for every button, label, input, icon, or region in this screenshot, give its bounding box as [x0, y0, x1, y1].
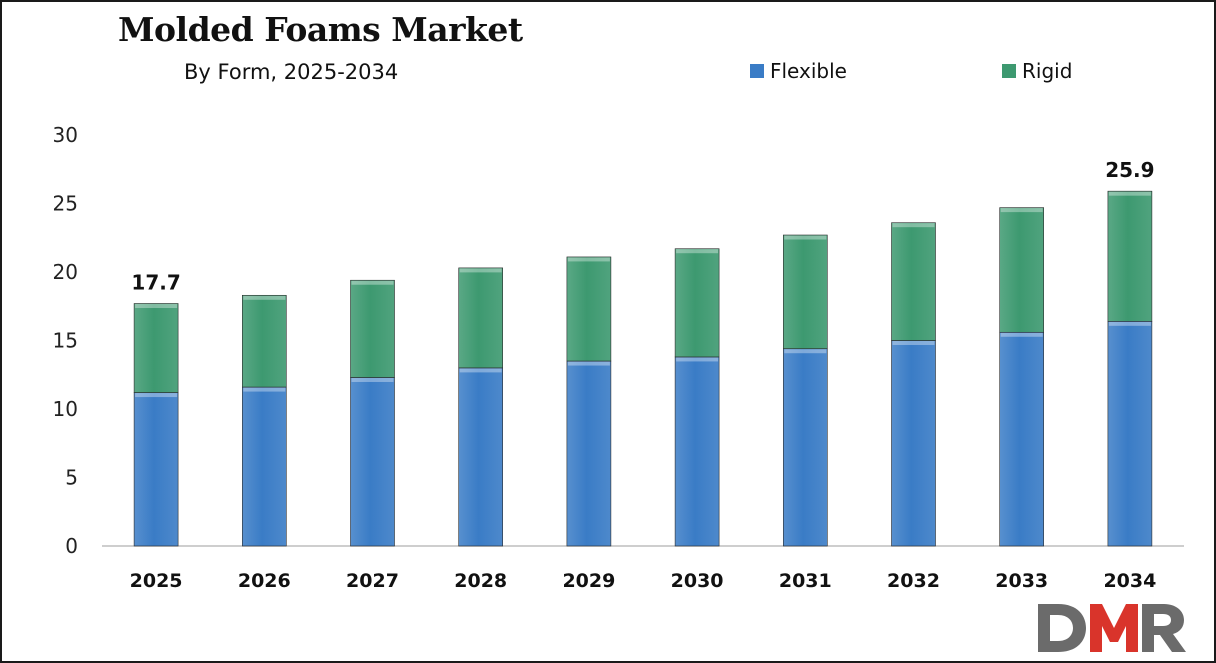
bar-rigid-2034 [1107, 190, 1153, 322]
y-tick-label: 5 [65, 466, 78, 490]
bar-rigid-2028 [458, 267, 504, 369]
y-tick-label: 0 [65, 534, 78, 558]
chart-title: Molded Foams Market [118, 10, 523, 49]
y-tick-label: 15 [53, 329, 78, 353]
legend-label-rigid: Rigid [1022, 59, 1073, 83]
x-tick-label: 2027 [346, 570, 399, 592]
bar-rigid-2029 [566, 256, 612, 362]
x-tick-label: 2033 [995, 570, 1048, 592]
bar-rigid-2032 [891, 222, 936, 341]
legend-swatch-flexible [750, 64, 764, 78]
x-tick-label: 2030 [671, 570, 724, 592]
bar-flexible-2033 [999, 331, 1045, 547]
legend-item-flexible: Flexible [750, 59, 847, 83]
bar-flexible-2030 [674, 356, 720, 547]
bar-flexible-2029 [566, 360, 612, 547]
x-tick-label: 2029 [562, 570, 615, 592]
legend-swatch-rigid [1002, 64, 1016, 78]
bar-highlight [135, 393, 178, 398]
bar-highlight [135, 304, 178, 309]
bar-highlight [459, 368, 502, 373]
bar-highlight [1000, 208, 1043, 213]
bar-rigid-2033 [999, 207, 1045, 333]
data-label-2025: 17.7 [131, 271, 180, 295]
legend-label-flexible: Flexible [770, 59, 847, 83]
x-tick-label: 2028 [454, 570, 507, 592]
bar-flexible-2031 [782, 348, 828, 547]
x-tick-label: 2032 [887, 570, 940, 592]
bar-rigid-2026 [242, 294, 287, 388]
chart-subtitle: By Form, 2025-2034 [184, 60, 399, 84]
bar-highlight [351, 280, 394, 285]
legend-item-rigid: Rigid [1002, 59, 1072, 83]
y-tick-label: 30 [53, 123, 78, 147]
bar-highlight [351, 377, 394, 382]
bar-highlight [243, 295, 286, 300]
bar-highlight [676, 249, 719, 254]
bar-rigid-2027 [350, 279, 395, 378]
bar-rigid-2030 [674, 248, 720, 358]
bar-rigid-2031 [782, 234, 828, 350]
bar-highlight [676, 357, 719, 362]
y-tick-label: 20 [53, 260, 78, 284]
bar-flexible-2034 [1107, 321, 1153, 547]
x-tick-label: 2031 [779, 570, 832, 592]
bar-highlight [1000, 332, 1043, 337]
bar-highlight [892, 223, 935, 228]
dmr-logo [1038, 604, 1186, 652]
y-tick-label: 25 [53, 192, 78, 216]
bar-highlight [1108, 321, 1151, 326]
data-label-2034: 25.9 [1105, 158, 1154, 182]
bar-highlight [459, 268, 502, 273]
bar-highlight [784, 349, 827, 354]
bar-flexible-2026 [242, 386, 287, 547]
bar-flexible-2032 [891, 340, 936, 547]
y-tick-label: 10 [53, 397, 78, 421]
bar-highlight [784, 235, 827, 240]
bar-highlight [892, 341, 935, 345]
bar-highlight [567, 257, 610, 262]
x-tick-label: 2026 [238, 570, 291, 592]
bar-highlight [567, 361, 610, 366]
bar-highlight [243, 387, 286, 392]
x-tick-label: 2025 [130, 570, 183, 592]
bar-flexible-2027 [350, 377, 395, 547]
bar-flexible-2025 [133, 392, 179, 547]
bar-rigid-2025 [133, 303, 179, 393]
bar-flexible-2028 [458, 367, 504, 547]
x-tick-label: 2034 [1103, 570, 1156, 592]
bar-highlight [1108, 191, 1151, 196]
